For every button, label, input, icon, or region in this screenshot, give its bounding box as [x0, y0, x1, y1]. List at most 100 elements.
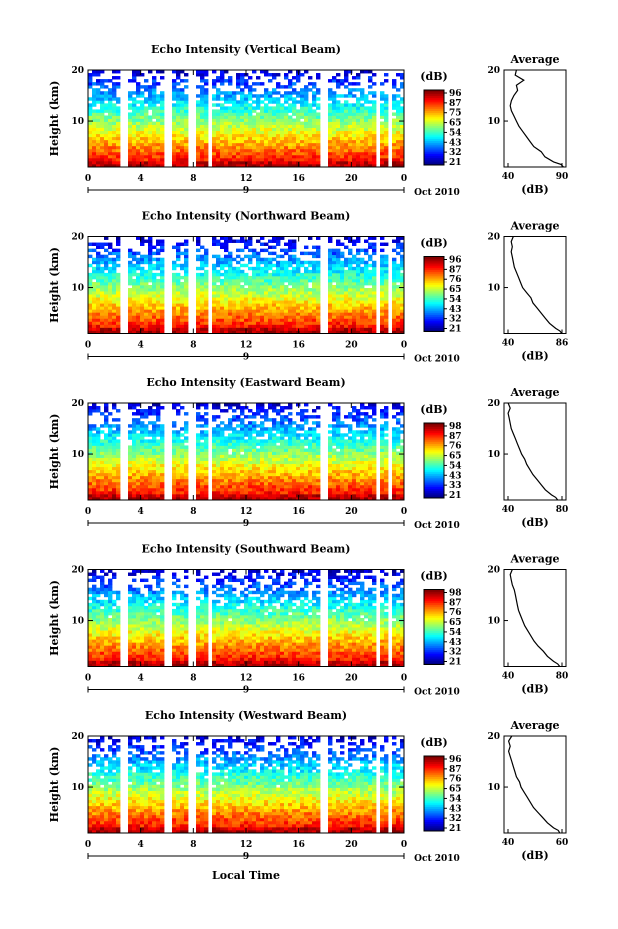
heatmap-cell [160, 275, 165, 280]
heatmap-cell [100, 85, 105, 89]
heatmap-cell [132, 139, 137, 144]
heatmap-cell [156, 281, 161, 286]
heatmap-cell [244, 306, 249, 310]
panel-1: Echo Intensity (Northward Beam)2010Heigh… [48, 210, 568, 365]
heatmap-cell [176, 148, 181, 153]
heatmap-cell [288, 242, 293, 246]
heatmap-cell [232, 478, 237, 483]
colorbar-swatch [424, 138, 444, 142]
heatmap-cell [260, 463, 265, 468]
heatmap-cell [236, 457, 241, 461]
heatmap-cell [364, 269, 369, 274]
colorbar-label: 54 [449, 128, 462, 138]
heatmap-cell [104, 121, 109, 125]
heatmap-cell [348, 154, 353, 159]
heatmap-cell [336, 148, 341, 153]
heatmap-cell [240, 118, 245, 122]
heatmap-cell [176, 70, 181, 74]
heatmap-cell [380, 257, 385, 262]
heatmap-cell [392, 97, 397, 101]
heatmap-cell [332, 288, 337, 292]
heatmap-cell [268, 288, 273, 292]
heatmap-cell [332, 112, 337, 116]
heatmap-cell [232, 460, 237, 465]
heatmap-cell [88, 285, 93, 289]
heatmap-cell [152, 106, 157, 110]
heatmap-cell [160, 424, 165, 428]
heatmap-cell [100, 484, 105, 489]
heatmap-cell [128, 266, 133, 271]
heatmap-cell [92, 303, 97, 307]
heatmap-cell [272, 136, 277, 141]
heatmap-cell [332, 79, 337, 83]
heatmap-cell [180, 136, 185, 141]
heatmap-cell [172, 406, 177, 410]
heatmap-cell [340, 303, 345, 307]
heatmap-cell [236, 330, 241, 334]
heatmap-cell [224, 481, 229, 486]
heatmap-cell [252, 145, 257, 150]
heatmap-cell [360, 115, 365, 119]
heatmap-cell [216, 433, 221, 437]
heatmap-cell [200, 121, 205, 125]
heatmap-cell [100, 148, 105, 153]
heatmap-cell [244, 133, 249, 138]
heatmap-cell [176, 112, 181, 116]
heatmap-cell [100, 82, 105, 86]
heatmap-cell [244, 442, 249, 446]
heatmap-cell [184, 106, 189, 110]
heatmap-cell [216, 327, 221, 331]
heatmap-cell [240, 160, 245, 165]
heatmap-cell [380, 145, 385, 150]
heatmap-cell [148, 121, 153, 125]
heatmap-cell [252, 490, 257, 495]
heatmap-cell [228, 163, 233, 168]
heatmap-cell [236, 315, 241, 319]
heatmap-cell [348, 127, 353, 132]
heatmap-cell [128, 309, 133, 313]
heatmap-cell [196, 469, 201, 474]
heatmap-cell [400, 285, 405, 289]
heatmap-cell [392, 330, 397, 334]
heatmap-cell [128, 254, 133, 259]
heatmap-cell [92, 487, 97, 492]
heatmap-cell [184, 239, 189, 243]
heatmap-cell [228, 278, 233, 283]
heatmap-cell [360, 272, 365, 277]
heatmap-cell [240, 139, 245, 144]
heatmap-cell [228, 436, 233, 440]
heatmap-cell [180, 133, 185, 138]
heatmap-cell [260, 430, 265, 434]
heatmap-cell [228, 303, 233, 307]
heatmap-cell [380, 154, 385, 159]
heatmap-cell [228, 300, 233, 304]
heatmap-cell [144, 318, 149, 322]
heatmap-cell [276, 315, 281, 319]
heatmap-cell [400, 266, 405, 271]
heatmap-cell [264, 288, 269, 292]
heatmap-cell [212, 448, 217, 452]
heatmap-cell [196, 278, 201, 283]
heatmap-cell [244, 309, 249, 313]
heatmap-cell [224, 269, 229, 274]
heatmap-cell [232, 97, 237, 101]
heatmap-cell [116, 82, 121, 86]
heatmap-cell [176, 403, 181, 407]
heatmap-cell [328, 236, 333, 240]
heatmap-cell [116, 263, 121, 268]
heatmap-cell [244, 118, 249, 122]
heatmap-cell [240, 121, 245, 125]
heatmap-cell [180, 312, 185, 316]
heatmap-cell [260, 275, 265, 280]
heatmap-cell [264, 463, 269, 468]
heatmap-cell [216, 142, 221, 147]
heatmap-cell [212, 324, 217, 328]
heatmap-cell [312, 91, 317, 95]
heatmap-cell [248, 145, 253, 150]
heatmap-cell [108, 318, 113, 322]
heatmap-cell [396, 106, 401, 110]
heatmap-cell [152, 466, 157, 471]
heatmap-cell [112, 297, 117, 301]
heatmap-cell [204, 306, 209, 310]
heatmap-cell [108, 79, 113, 83]
